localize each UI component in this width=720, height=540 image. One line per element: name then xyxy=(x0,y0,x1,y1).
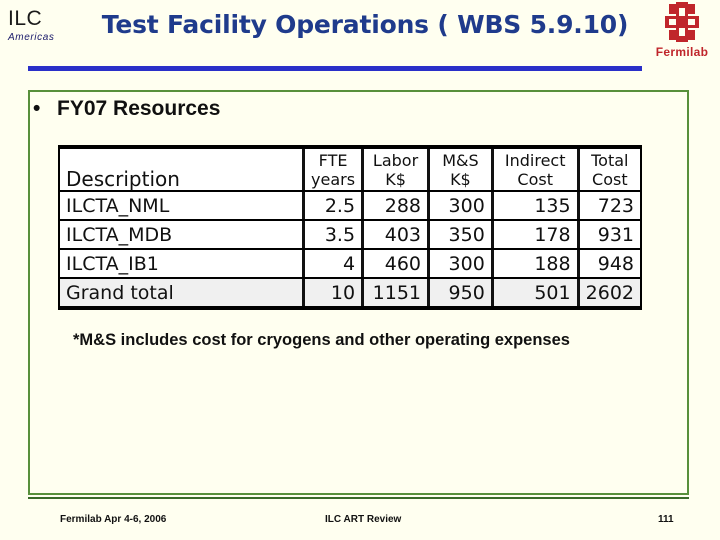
table-cell: ILCTA_IB1 xyxy=(60,250,306,277)
table-row-grand-total: Grand total 10 1151 950 501 2602 xyxy=(60,279,640,306)
bullet-text: FY07 Resources xyxy=(57,97,221,120)
table-row: ILCTA_MDB 3.5 403 350 178 931 xyxy=(60,221,640,248)
bullet-item: • FY07 Resources xyxy=(33,97,220,121)
table-cell: 950 xyxy=(430,279,494,306)
table-row: ILCTA_NML 2.5 288 300 135 723 xyxy=(60,192,640,219)
column-header: Description xyxy=(60,149,306,190)
content-frame xyxy=(28,90,689,495)
table-cell: 288 xyxy=(364,192,431,219)
resources-table-grid: Description FTE years Labor K$ M&S K$ Indir… xyxy=(60,147,640,308)
table-cell: 2.5 xyxy=(305,192,365,219)
column-header: M&S K$ xyxy=(430,149,494,190)
table-cell: 460 xyxy=(364,250,431,277)
table-cell: 178 xyxy=(493,221,580,248)
footer-review: ILC ART Review xyxy=(325,514,402,525)
table-row: ILCTA_IB1 4 460 300 188 948 xyxy=(60,250,640,277)
fermilab-emblem-icon xyxy=(665,2,699,42)
column-header: Indirect Cost xyxy=(493,149,580,190)
page-number: 111 xyxy=(658,514,674,525)
table-cell: 135 xyxy=(493,192,580,219)
table-cell: 4 xyxy=(305,250,365,277)
table-cell: 188 xyxy=(493,250,580,277)
table-cell: 403 xyxy=(364,221,431,248)
table-cell: ILCTA_MDB xyxy=(60,221,306,248)
column-header: Labor K$ xyxy=(364,149,431,190)
table-cell: 300 xyxy=(430,192,494,219)
ilc-americas-logo: ILC Americas xyxy=(8,7,55,44)
table-cell: 300 xyxy=(430,250,494,277)
column-header: Total Cost xyxy=(579,149,640,190)
ilc-logo-text: ILC xyxy=(8,7,43,30)
resources-table: Description FTE years Labor K$ M&S K$ Indir… xyxy=(58,145,642,310)
table-header-row: Description FTE years Labor K$ M&S K$ Indir… xyxy=(60,149,640,190)
footer-event: Fermilab Apr 4-6, 2006 xyxy=(60,514,167,525)
table-cell: 350 xyxy=(430,221,494,248)
slide-title: Test Facility Operations ( WBS 5.9.10) xyxy=(101,10,629,39)
footnote: *M&S includes cost for cryogens and othe… xyxy=(73,331,570,349)
table-cell: 723 xyxy=(579,192,640,219)
table-cell: 2602 xyxy=(579,279,640,306)
americas-logo-text: Americas xyxy=(8,32,55,43)
table-cell: 501 xyxy=(493,279,580,306)
bullet-dot-icon: • xyxy=(33,97,41,120)
footer-rule xyxy=(28,497,689,499)
table-cell: ILCTA_NML xyxy=(60,192,306,219)
fermilab-logo: Fermilab xyxy=(646,2,718,64)
table-cell: 10 xyxy=(305,279,365,306)
column-header: FTE years xyxy=(305,149,365,190)
table-cell: 1151 xyxy=(364,279,431,306)
table-cell: Grand total xyxy=(60,279,306,306)
table-cell: 931 xyxy=(579,221,640,248)
table-cell: 3.5 xyxy=(305,221,365,248)
fermilab-logo-text: Fermilab xyxy=(655,45,709,59)
table-cell: 948 xyxy=(579,250,640,277)
title-underline xyxy=(28,66,642,71)
